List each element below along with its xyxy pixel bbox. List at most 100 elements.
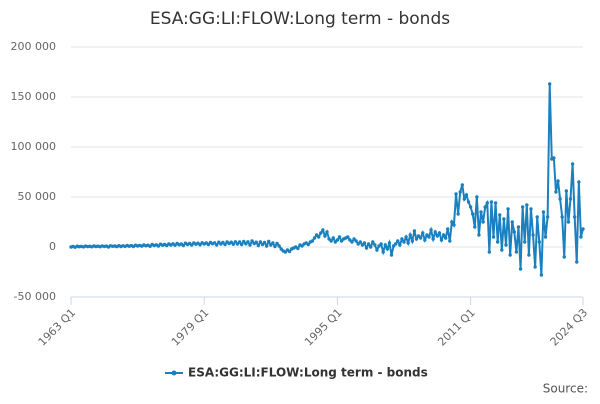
x-tick-label: 1963 Q1: [36, 306, 79, 349]
point: [533, 265, 537, 269]
point: [214, 243, 219, 247]
point: [477, 233, 481, 237]
point: [545, 215, 550, 219]
point: [375, 248, 379, 252]
point: [387, 241, 392, 245]
point: [254, 240, 258, 244]
point: [312, 236, 317, 240]
point: [239, 242, 244, 247]
point: [358, 240, 363, 244]
legend-label: ESA:GG:LI:FLOW:Long term - bonds: [188, 366, 428, 380]
point: [264, 244, 269, 248]
point: [500, 248, 504, 252]
point: [316, 235, 321, 239]
point: [427, 235, 431, 239]
point: [539, 273, 544, 277]
point: [466, 200, 471, 204]
point: [529, 207, 533, 211]
point: [381, 250, 385, 254]
point: [512, 230, 517, 234]
point: [437, 231, 442, 235]
point: [258, 240, 263, 244]
point: [406, 241, 410, 245]
point: [323, 234, 327, 238]
point: [464, 193, 469, 197]
point: [487, 250, 492, 254]
legend-marker: [171, 370, 177, 376]
point: [331, 236, 335, 240]
point: [337, 235, 342, 239]
point: [364, 246, 369, 250]
point: [418, 236, 423, 240]
x-tick-label: 2011 Q1: [435, 306, 478, 349]
point: [250, 239, 254, 243]
point: [523, 240, 527, 244]
point: [537, 240, 541, 244]
point: [277, 244, 281, 248]
point: [400, 237, 404, 241]
point: [296, 246, 300, 251]
point: [433, 230, 437, 234]
point: [404, 235, 408, 239]
point: [510, 220, 514, 224]
x-tick-label: 2024 Q3: [548, 306, 591, 349]
point: [383, 243, 387, 247]
point: [562, 255, 566, 259]
point: [498, 213, 502, 217]
point: [242, 239, 246, 244]
point: [470, 212, 475, 216]
point: [575, 260, 579, 264]
point: [441, 233, 446, 237]
point: [431, 237, 435, 241]
point: [579, 235, 583, 239]
point: [479, 210, 483, 214]
point: [371, 240, 375, 244]
point: [325, 230, 329, 234]
point: [231, 242, 236, 246]
point: [543, 235, 548, 239]
point: [560, 215, 564, 219]
point: [362, 241, 367, 245]
point: [558, 197, 562, 201]
point: [435, 234, 440, 238]
point: [572, 215, 577, 219]
point: [319, 231, 323, 235]
point: [448, 239, 452, 243]
point: [329, 239, 333, 243]
point: [535, 215, 539, 219]
point: [541, 210, 546, 214]
x-tick-label: 1995 Q1: [302, 306, 345, 349]
point: [385, 247, 390, 251]
point: [262, 240, 267, 245]
point: [468, 205, 473, 209]
point: [410, 239, 415, 243]
point: [369, 245, 373, 249]
y-tick-label: -50 000: [14, 290, 56, 303]
point: [321, 228, 325, 232]
point: [454, 192, 458, 196]
point: [462, 197, 467, 201]
point: [396, 239, 400, 243]
point: [181, 243, 186, 248]
point: [273, 244, 277, 249]
point: [483, 205, 487, 209]
point: [491, 235, 496, 239]
point: [577, 180, 581, 184]
point: [502, 217, 506, 221]
point: [452, 223, 456, 227]
point: [310, 239, 315, 243]
point: [287, 249, 292, 254]
point: [412, 229, 417, 233]
point: [527, 253, 531, 257]
point: [552, 156, 556, 160]
point: [414, 237, 419, 241]
point: [237, 240, 242, 244]
y-tick-label: 50 000: [18, 190, 57, 203]
chart-title: ESA:GG:LI:FLOW:Long term - bonds: [150, 9, 450, 29]
point: [379, 242, 383, 246]
point: [366, 242, 371, 246]
point: [568, 197, 573, 201]
point: [504, 243, 508, 247]
point: [223, 242, 227, 247]
